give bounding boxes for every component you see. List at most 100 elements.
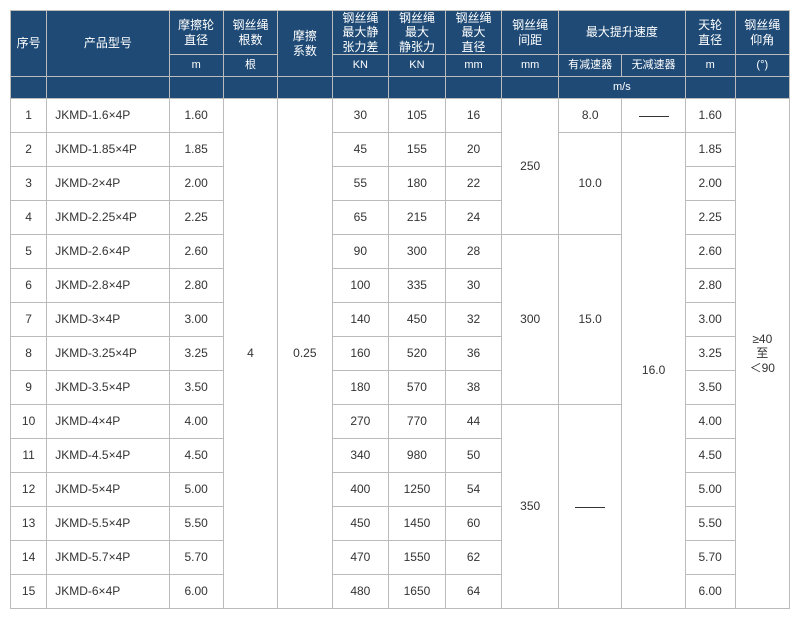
cell-rope-dia: 54 bbox=[445, 473, 502, 507]
unit-wheel-dia: m bbox=[169, 55, 223, 77]
cell-tension-diff: 180 bbox=[332, 371, 389, 405]
cell-seq: 7 bbox=[11, 303, 47, 337]
cell-rope-dia: 22 bbox=[445, 167, 502, 201]
cell-sky-wheel: 1.85 bbox=[685, 133, 735, 167]
cell-tension: 770 bbox=[389, 405, 446, 439]
cell-sky-wheel: 2.00 bbox=[685, 167, 735, 201]
cell-sky-wheel: 6.00 bbox=[685, 575, 735, 609]
cell-model: JKMD-5.7×4P bbox=[47, 541, 169, 575]
cell-tension-diff: 65 bbox=[332, 201, 389, 235]
cell-tension: 1650 bbox=[389, 575, 446, 609]
cell-seq: 15 bbox=[11, 575, 47, 609]
cell-wheel-dia: 3.50 bbox=[169, 371, 223, 405]
unit-speed: m/s bbox=[558, 77, 685, 99]
cell-speed-with bbox=[558, 405, 621, 609]
cell-tension: 215 bbox=[389, 201, 446, 235]
col-seq: 序号 bbox=[11, 11, 47, 77]
unit-rope-spacing: mm bbox=[502, 55, 559, 77]
cell-wheel-dia: 3.00 bbox=[169, 303, 223, 337]
cell-model: JKMD-3.5×4P bbox=[47, 371, 169, 405]
unit-tension: KN bbox=[389, 55, 446, 77]
cell-model: JKMD-6×4P bbox=[47, 575, 169, 609]
cell-wheel-dia: 3.25 bbox=[169, 337, 223, 371]
cell-wheel-dia: 2.25 bbox=[169, 201, 223, 235]
cell-seq: 5 bbox=[11, 235, 47, 269]
cell-rope-spacing: 300 bbox=[502, 235, 559, 405]
cell-wheel-dia: 2.00 bbox=[169, 167, 223, 201]
cell-rope-dia: 62 bbox=[445, 541, 502, 575]
col-model: 产品型号 bbox=[47, 11, 169, 77]
cell-sky-wheel: 2.60 bbox=[685, 235, 735, 269]
cell-tension: 570 bbox=[389, 371, 446, 405]
cell-seq: 14 bbox=[11, 541, 47, 575]
col-max-speed: 最大提升速度 bbox=[558, 11, 685, 55]
cell-sky-wheel: 5.70 bbox=[685, 541, 735, 575]
cell-tension: 520 bbox=[389, 337, 446, 371]
cell-seq: 4 bbox=[11, 201, 47, 235]
cell-tension-diff: 270 bbox=[332, 405, 389, 439]
cell-seq: 13 bbox=[11, 507, 47, 541]
col-speed-without: 无减速器 bbox=[622, 55, 685, 77]
cell-elev-angle: ≥40至＜90 bbox=[735, 99, 789, 609]
cell-tension-diff: 450 bbox=[332, 507, 389, 541]
cell-sky-wheel: 1.60 bbox=[685, 99, 735, 133]
col-sky-wheel: 天轮直径 bbox=[685, 11, 735, 55]
cell-sky-wheel: 4.50 bbox=[685, 439, 735, 473]
cell-tension-diff: 480 bbox=[332, 575, 389, 609]
cell-tension-diff: 55 bbox=[332, 167, 389, 201]
cell-rope-dia: 20 bbox=[445, 133, 502, 167]
unit-rope-dia: mm bbox=[445, 55, 502, 77]
cell-rope-dia: 60 bbox=[445, 507, 502, 541]
cell-rope-spacing: 250 bbox=[502, 99, 559, 235]
cell-wheel-dia: 4.00 bbox=[169, 405, 223, 439]
dash-icon bbox=[575, 507, 605, 508]
cell-tension-diff: 160 bbox=[332, 337, 389, 371]
cell-tension: 300 bbox=[389, 235, 446, 269]
blank-td bbox=[332, 77, 389, 99]
col-tension-diff: 钢丝绳最大静张力差 bbox=[332, 11, 389, 55]
blank-rd bbox=[445, 77, 502, 99]
blank-skyw bbox=[685, 77, 735, 99]
cell-rope-dia: 44 bbox=[445, 405, 502, 439]
cell-sky-wheel: 2.80 bbox=[685, 269, 735, 303]
cell-wheel-dia: 2.60 bbox=[169, 235, 223, 269]
cell-tension: 105 bbox=[389, 99, 446, 133]
dash-icon bbox=[639, 116, 669, 117]
cell-rope-dia: 36 bbox=[445, 337, 502, 371]
cell-tension-diff: 470 bbox=[332, 541, 389, 575]
col-rope-count: 钢丝绳根数 bbox=[223, 11, 277, 55]
blank-fc bbox=[278, 77, 332, 99]
cell-seq: 10 bbox=[11, 405, 47, 439]
blank-sp bbox=[502, 77, 559, 99]
cell-model: JKMD-2.6×4P bbox=[47, 235, 169, 269]
cell-tension-diff: 400 bbox=[332, 473, 389, 507]
cell-speed-without: 16.0 bbox=[622, 133, 685, 609]
blank-rc bbox=[223, 77, 277, 99]
cell-model: JKMD-5×4P bbox=[47, 473, 169, 507]
cell-wheel-dia: 2.80 bbox=[169, 269, 223, 303]
cell-wheel-dia: 4.50 bbox=[169, 439, 223, 473]
table-body: 1JKMD-1.6×4P1.6040.2530105162508.01.60≥4… bbox=[11, 99, 790, 609]
table-header: 序号 产品型号 摩擦轮直径 钢丝绳根数 摩擦系数 钢丝绳最大静张力差 钢丝绳最大… bbox=[11, 11, 790, 99]
cell-rope-dia: 38 bbox=[445, 371, 502, 405]
col-rope-dia: 钢丝绳最大直径 bbox=[445, 11, 502, 55]
table-row: 1JKMD-1.6×4P1.6040.2530105162508.01.60≥4… bbox=[11, 99, 790, 133]
cell-rope-dia: 50 bbox=[445, 439, 502, 473]
cell-model: JKMD-1.85×4P bbox=[47, 133, 169, 167]
cell-model: JKMD-4.5×4P bbox=[47, 439, 169, 473]
cell-speed-with: 10.0 bbox=[558, 133, 621, 235]
cell-speed-with: 8.0 bbox=[558, 99, 621, 133]
cell-sky-wheel: 5.00 bbox=[685, 473, 735, 507]
cell-seq: 1 bbox=[11, 99, 47, 133]
cell-tension-diff: 45 bbox=[332, 133, 389, 167]
blank-seq bbox=[11, 77, 47, 99]
cell-sky-wheel: 2.25 bbox=[685, 201, 735, 235]
cell-model: JKMD-2×4P bbox=[47, 167, 169, 201]
cell-friction: 0.25 bbox=[278, 99, 332, 609]
unit-sky-wheel: m bbox=[685, 55, 735, 77]
cell-rope-dia: 64 bbox=[445, 575, 502, 609]
cell-model: JKMD-3.25×4P bbox=[47, 337, 169, 371]
cell-model: JKMD-4×4P bbox=[47, 405, 169, 439]
cell-tension: 980 bbox=[389, 439, 446, 473]
cell-sky-wheel: 3.00 bbox=[685, 303, 735, 337]
